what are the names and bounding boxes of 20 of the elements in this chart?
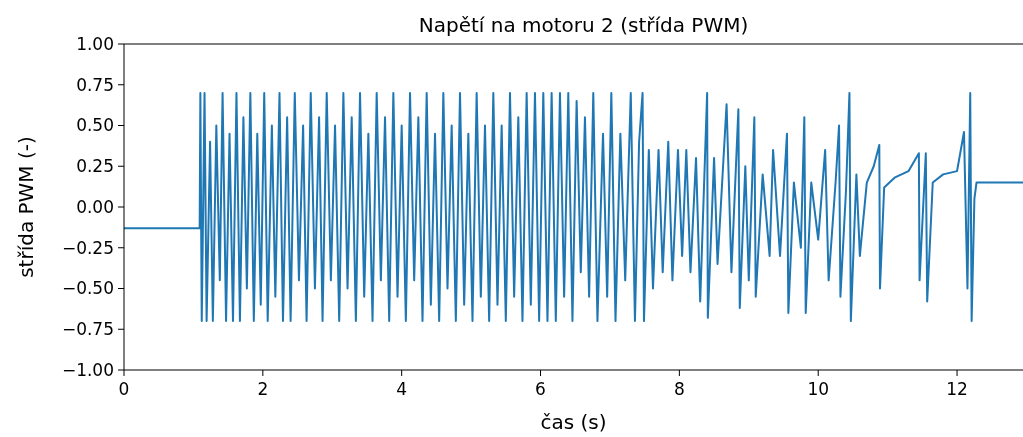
x-tick-label: 2: [257, 379, 269, 399]
y-axis-title: střída PWM (-): [14, 136, 38, 278]
y-tick-label: 0.00: [76, 196, 114, 217]
y-tick-label: −0.25: [61, 237, 114, 258]
line-series: [124, 91, 1023, 323]
chart-title: Napětí na motoru 2 (střída PWM): [418, 13, 749, 37]
x-tick-label: 6: [535, 379, 546, 399]
y-tick-label: −0.50: [61, 278, 114, 299]
x-tick-label: 0: [118, 379, 130, 399]
x-tick-label: 12: [946, 379, 968, 399]
y-tick-label: 0.50: [76, 115, 114, 136]
x-axis-title: čas (s): [540, 410, 607, 434]
y-tick-label: 0.25: [76, 156, 114, 177]
x-tick-label: 8: [673, 379, 685, 399]
y-tick-label: −1.00: [61, 359, 114, 380]
x-tick-label: 4: [396, 379, 408, 399]
x-tick-label: 10: [807, 379, 830, 399]
y-tick-label: −0.75: [61, 319, 114, 340]
y-tick-label: 0.75: [76, 74, 114, 95]
y-tick-label: 1.00: [76, 33, 114, 54]
